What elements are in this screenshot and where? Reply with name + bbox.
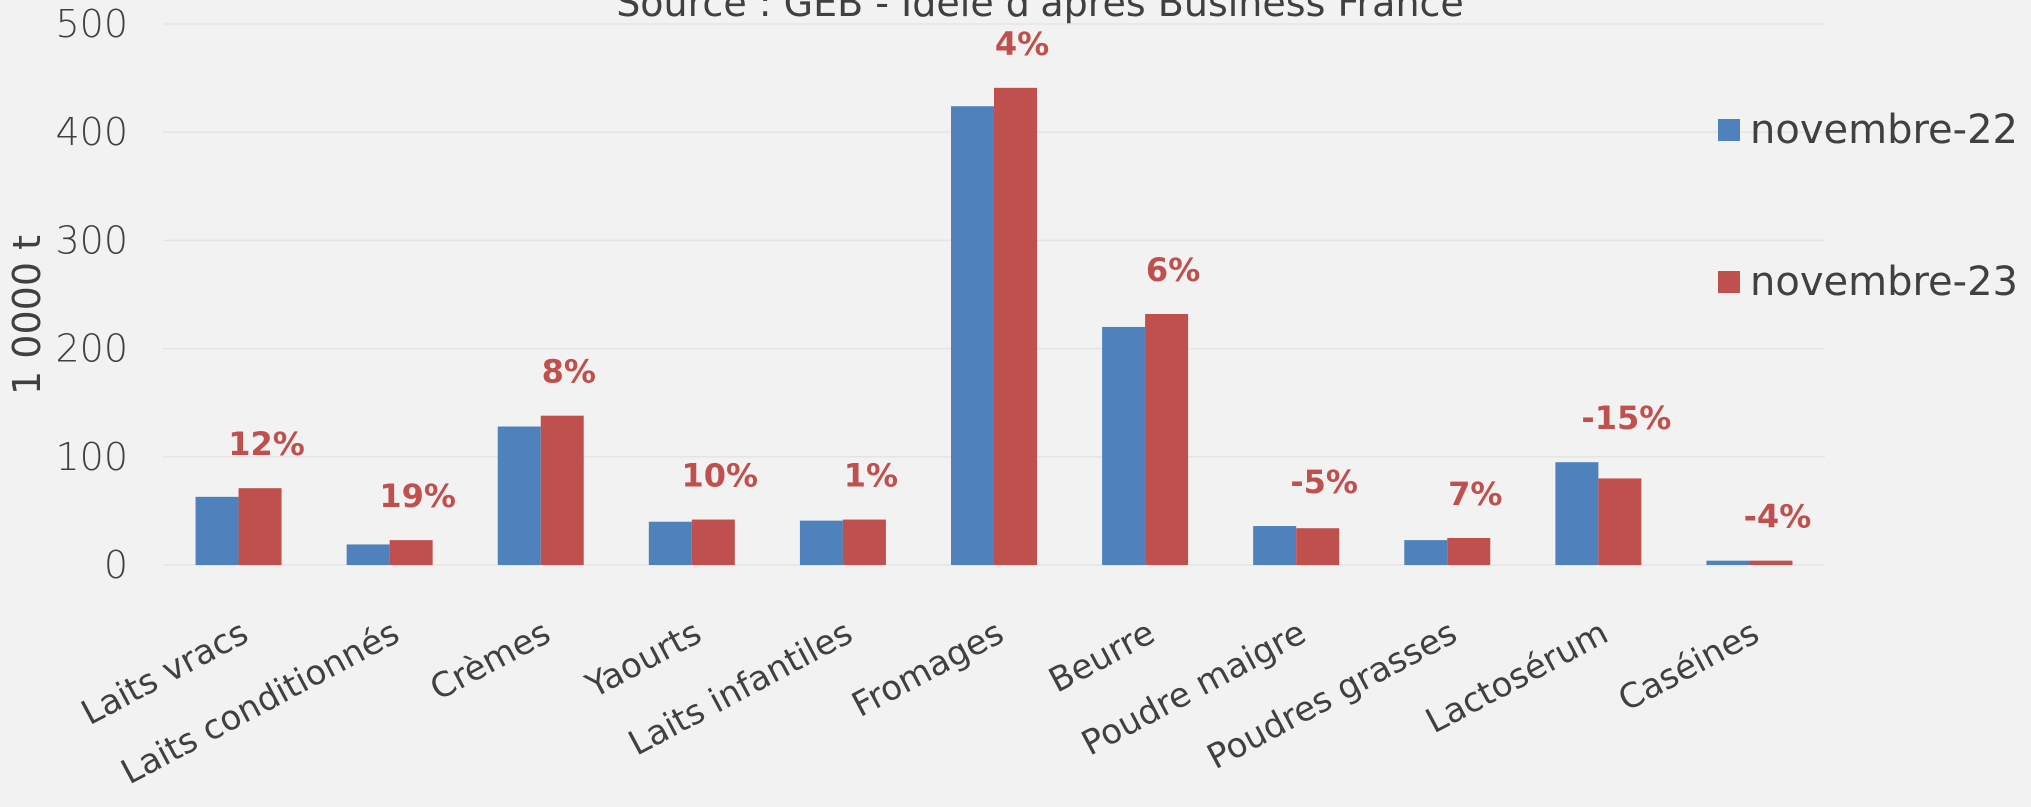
bar-novembre-22 xyxy=(497,426,541,565)
percent-change-label: 8% xyxy=(542,353,596,391)
x-tick-label: Beurre xyxy=(1042,613,1161,702)
chart-source: Source : GEB - Idele d'après Business Fr… xyxy=(616,0,1464,25)
legend-label: novembre-22 xyxy=(1750,107,2018,153)
bar-novembre-22 xyxy=(648,521,692,565)
percent-change-label: 1% xyxy=(844,457,898,495)
legend: novembre-22 novembre-23 xyxy=(1718,107,2018,305)
x-tick-label: Poudres grasses xyxy=(1201,613,1464,778)
y-tick-label: 200 xyxy=(55,327,128,371)
bar-novembre-23 xyxy=(842,519,886,565)
bar-novembre-23 xyxy=(1145,313,1189,565)
percent-change-label: 4% xyxy=(995,25,1049,63)
y-tick-label: 500 xyxy=(55,2,128,46)
x-tick-label: Fromages xyxy=(845,613,1010,726)
y-tick-label: 0 xyxy=(104,543,128,587)
percent-change-label: -15% xyxy=(1581,399,1671,437)
y-axis-ticks: 0 100 200 300 400 500 xyxy=(55,2,128,587)
bar-novembre-22 xyxy=(951,106,994,566)
y-tick-label: 100 xyxy=(55,435,128,479)
bar-novembre-23 xyxy=(994,87,1037,565)
bar-novembre-22 xyxy=(1706,560,1750,565)
x-tick-label: Crèmes xyxy=(424,613,557,709)
x-tick-label: Laits conditionnés xyxy=(115,613,406,793)
legend-swatch xyxy=(1718,119,1740,141)
x-tick-label: Caséines xyxy=(1612,613,1766,720)
percent-change-label: 12% xyxy=(228,425,305,463)
bar-novembre-22 xyxy=(195,496,239,565)
percent-change-label: -5% xyxy=(1290,463,1358,501)
bar-novembre-23 xyxy=(389,540,433,565)
percent-change-labels: 12% 19% 8% 10% 1% 4% 6% -5% 7% -15% -4% xyxy=(228,25,1811,536)
bar-novembre-22 xyxy=(1253,526,1297,565)
bar-novembre-22 xyxy=(1102,326,1146,565)
percent-change-label: 7% xyxy=(1448,475,1502,513)
bar-novembre-23 xyxy=(1296,528,1340,565)
y-axis-label: 1 0000 t xyxy=(5,235,49,395)
bar-novembre-22 xyxy=(1555,462,1599,565)
y-tick-label: 400 xyxy=(55,110,128,154)
bar-novembre-22 xyxy=(1404,540,1448,565)
legend-swatch xyxy=(1718,271,1740,293)
legend-label: novembre-23 xyxy=(1750,259,2018,305)
bar-novembre-23 xyxy=(540,415,584,565)
y-tick-label: 300 xyxy=(55,218,128,262)
bar-novembre-23 xyxy=(1447,537,1491,565)
bar-novembre-23 xyxy=(1749,560,1793,565)
percent-change-label: 10% xyxy=(682,457,759,495)
bar-novembre-23 xyxy=(238,488,282,565)
bar-novembre-23 xyxy=(691,519,735,565)
bars xyxy=(195,87,1793,566)
bar-novembre-22 xyxy=(346,544,390,565)
percent-change-label: 6% xyxy=(1146,251,1200,289)
bar-novembre-22 xyxy=(799,520,843,565)
bar-novembre-23 xyxy=(1598,478,1642,565)
percent-change-label: 19% xyxy=(379,477,456,515)
percent-change-label: -4% xyxy=(1744,498,1812,536)
